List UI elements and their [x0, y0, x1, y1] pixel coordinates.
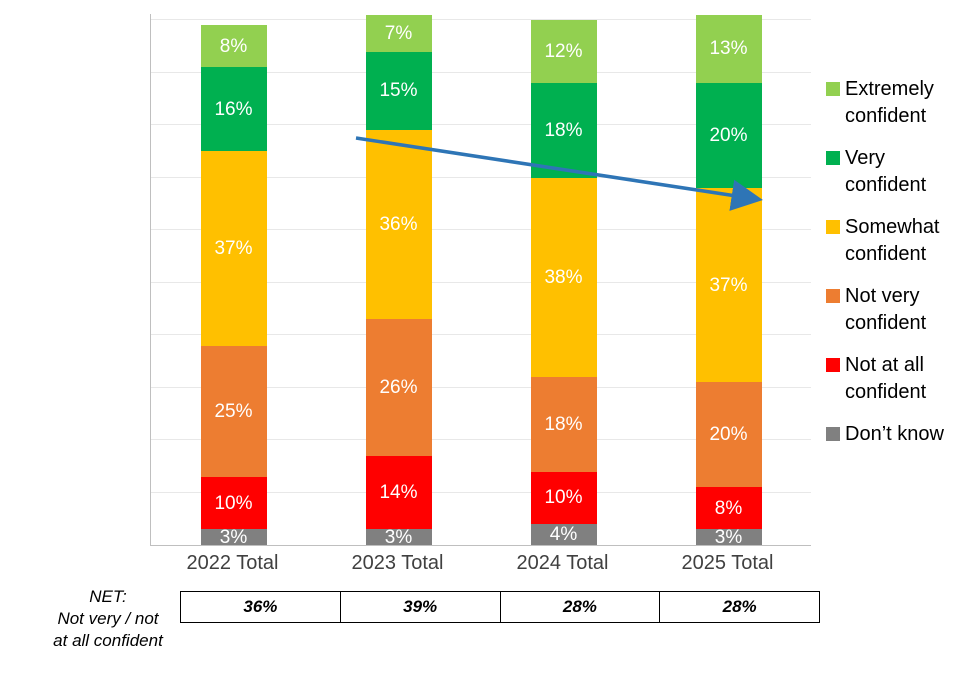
- gridline: [151, 334, 811, 335]
- gridline: [151, 124, 811, 125]
- net-values-table: 36% 39% 28% 28%: [180, 591, 820, 623]
- legend-label: Don’t know: [845, 423, 944, 445]
- bar-segment-not-very-confident: 26%: [365, 319, 432, 456]
- bar-segment-not-very-confident: 18%: [530, 377, 597, 472]
- segment-value: 14%: [379, 482, 418, 503]
- bar-segment-not-very-confident: 25%: [200, 345, 267, 477]
- segment-value: 10%: [544, 487, 583, 509]
- legend-label: Extremely confident: [845, 78, 934, 127]
- gridline: [151, 491, 811, 493]
- segment-value: 13%: [709, 38, 748, 60]
- segment-value: 7%: [384, 22, 413, 44]
- net-row-label: NET: Not very / not at all confident: [26, 586, 190, 652]
- legend-swatch-icon: [826, 289, 840, 303]
- segment-value: 10%: [214, 492, 253, 514]
- gridline: [151, 19, 811, 20]
- gridline: [151, 229, 811, 230]
- segment-value: 25%: [214, 400, 253, 422]
- net-label-line1: NET:: [89, 587, 127, 606]
- segment-value: 4%: [549, 524, 578, 545]
- gridline: [151, 71, 811, 73]
- legend-item-somewhat-confident: Somewhat confident: [826, 214, 980, 268]
- legend-label: Very confident: [845, 147, 927, 196]
- bar-segment-don-t-know: 3%: [695, 526, 762, 548]
- bar-segment-not-at-all-confident: 10%: [200, 476, 267, 530]
- legend-swatch-icon: [826, 220, 840, 234]
- segment-value: 26%: [379, 377, 418, 398]
- bar-segment-don-t-know: 3%: [365, 526, 432, 548]
- plot-area: 3% 10% 25% 37% 16% 8% 3% 14% 26% 36% 15% 7% 4% 10% 18%…: [150, 14, 811, 548]
- legend: Extremely confident Very confident Somewha…: [826, 76, 980, 448]
- x-axis-label-2022-total: 2022 Total: [186, 552, 279, 574]
- segment-value: 36%: [379, 214, 418, 236]
- bar-segment-don-t-know: 4%: [530, 524, 597, 545]
- segment-value: 18%: [544, 413, 583, 435]
- net-label-line2: Not very / not: [57, 609, 159, 628]
- bar-segment-very-confident: 15%: [365, 51, 432, 131]
- x-axis-label-2024-total: 2024 Total: [516, 552, 609, 574]
- segment-value: 8%: [714, 497, 743, 519]
- legend-swatch-icon: [826, 427, 840, 441]
- bar-segment-somewhat-confident: 37%: [695, 188, 762, 383]
- legend-swatch-icon: [826, 151, 840, 165]
- legend-item-not-very-confident: Not very confident: [826, 283, 980, 337]
- net-label-line3: at all confident: [53, 631, 163, 650]
- bar-segment-somewhat-confident: 36%: [365, 130, 432, 320]
- legend-swatch-icon: [826, 358, 840, 372]
- x-axis-label-2025-total: 2025 Total: [681, 552, 774, 574]
- segment-value: 8%: [219, 35, 248, 57]
- segment-value: 20%: [709, 424, 748, 446]
- bar-segment-very-confident: 20%: [695, 83, 762, 188]
- bar-segment-don-t-know: 3%: [200, 526, 267, 548]
- legend-item-don-t-know: Don’t know: [826, 421, 980, 448]
- segment-value: 20%: [709, 125, 748, 146]
- stacked-bar-2022-total: 3% 10% 25% 37% 16% 8%: [200, 25, 267, 548]
- legend-label: Not at all confident: [845, 354, 927, 403]
- net-value-2025-total: 28%: [659, 592, 819, 622]
- legend-item-very-confident: Very confident: [826, 145, 980, 199]
- stacked-bar-2025-total: 3% 8% 20% 37% 20% 13%: [695, 14, 762, 548]
- bar-segment-somewhat-confident: 38%: [530, 177, 597, 377]
- legend-item-not-at-all-confident: Not at all confident: [826, 352, 980, 406]
- bar-segment-extremely-confident: 12%: [530, 20, 597, 83]
- segment-value: 37%: [214, 237, 253, 259]
- bar-segment-not-very-confident: 20%: [695, 382, 762, 488]
- bar-segment-somewhat-confident: 37%: [200, 151, 267, 346]
- bar-segment-extremely-confident: 7%: [365, 14, 432, 52]
- gridline: [151, 281, 811, 283]
- bar-segment-extremely-confident: 13%: [695, 14, 762, 83]
- stacked-bar-2024-total: 4% 10% 18% 38% 18% 12%: [530, 20, 597, 545]
- bar-segment-not-at-all-confident: 10%: [530, 471, 597, 524]
- bar-segment-very-confident: 16%: [200, 67, 267, 152]
- stacked-bar-2023-total: 3% 14% 26% 36% 15% 7%: [365, 14, 432, 548]
- net-value-2023-total: 39%: [339, 592, 500, 622]
- segment-value: 3%: [219, 526, 248, 548]
- bar-segment-very-confident: 18%: [530, 83, 597, 178]
- segment-value: 15%: [379, 80, 418, 102]
- legend-label: Not very confident: [845, 285, 927, 334]
- segment-value: 12%: [544, 41, 583, 62]
- segment-value: 18%: [544, 119, 583, 141]
- segment-value: 3%: [384, 526, 413, 548]
- segment-value: 16%: [214, 98, 253, 120]
- segment-value: 37%: [709, 274, 748, 296]
- segment-value: 3%: [714, 526, 743, 548]
- x-axis-label-2023-total: 2023 Total: [351, 552, 444, 574]
- segment-value: 38%: [544, 266, 583, 288]
- net-value-2024-total: 28%: [499, 592, 660, 622]
- legend-item-extremely-confident: Extremely confident: [826, 76, 980, 130]
- gridline: [151, 386, 811, 388]
- gridline: [151, 439, 811, 440]
- bar-segment-not-at-all-confident: 8%: [695, 487, 762, 530]
- bar-segment-not-at-all-confident: 14%: [365, 455, 432, 530]
- legend-label: Somewhat confident: [845, 216, 940, 265]
- net-value-2022-total: 36%: [243, 597, 278, 616]
- legend-swatch-icon: [826, 82, 840, 96]
- bar-segment-extremely-confident: 8%: [200, 25, 267, 68]
